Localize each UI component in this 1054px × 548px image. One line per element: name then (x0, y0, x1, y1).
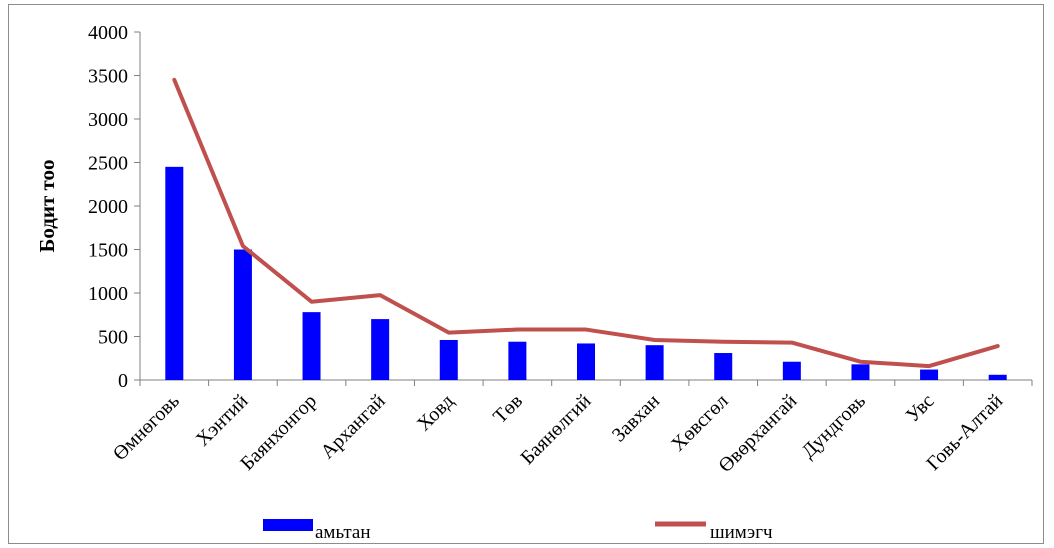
bar-4 (439, 339, 458, 380)
y-tick-label: 4000 (88, 22, 128, 44)
legend-swatch-bar (263, 519, 313, 531)
x-tick-label: Ховд (413, 390, 458, 435)
y-tick-label: 2500 (88, 153, 128, 175)
x-tick-label: Баянөлгий (516, 390, 595, 469)
bar-7 (645, 345, 664, 380)
y-tick-label: 1000 (88, 283, 128, 305)
x-tick-label: Хөвсгөл (667, 390, 733, 456)
bar-series-group (165, 166, 1007, 380)
y-tick-label: 0 (118, 370, 128, 392)
bar-6 (577, 343, 595, 380)
legend-label-bar: амьтан (315, 522, 371, 543)
legend: амьтан шимэгч (263, 519, 773, 543)
y-tick-labels: 0 500 1000 1500 2000 2500 3000 3500 4000 (88, 22, 128, 392)
x-tick-label: Завхан (608, 390, 665, 447)
x-tick-label: Архангай (316, 390, 389, 463)
y-axis-title: Бодит тоо (35, 159, 59, 252)
x-tick-label: Өмнөговь (109, 390, 184, 465)
bar-9 (782, 361, 801, 380)
x-tick-label: Дундговь (797, 390, 870, 463)
y-tick-label: 3500 (88, 66, 128, 88)
y-tick-label: 500 (98, 327, 128, 349)
x-tick-label: Увс (902, 390, 939, 427)
bar-12 (988, 374, 1007, 380)
y-tick-label: 1500 (88, 240, 128, 262)
bar-1 (233, 249, 252, 380)
bar-11 (920, 369, 939, 380)
y-tick-label: 3000 (88, 109, 128, 131)
x-tick-label: Хэнтий (192, 390, 253, 451)
legend-label-line: шимэгч (710, 522, 773, 543)
line-series (172, 77, 1000, 369)
bar-3 (371, 319, 390, 380)
y-tick-label: 2000 (88, 196, 128, 218)
x-tick-label: Төв (489, 390, 527, 428)
bar-10 (851, 364, 870, 380)
axes-group (134, 31, 1033, 386)
line-series-group (172, 77, 1000, 369)
bar-5 (508, 341, 527, 380)
bar-8 (714, 353, 733, 380)
bar-2 (302, 312, 321, 380)
bar-0 (165, 166, 184, 380)
